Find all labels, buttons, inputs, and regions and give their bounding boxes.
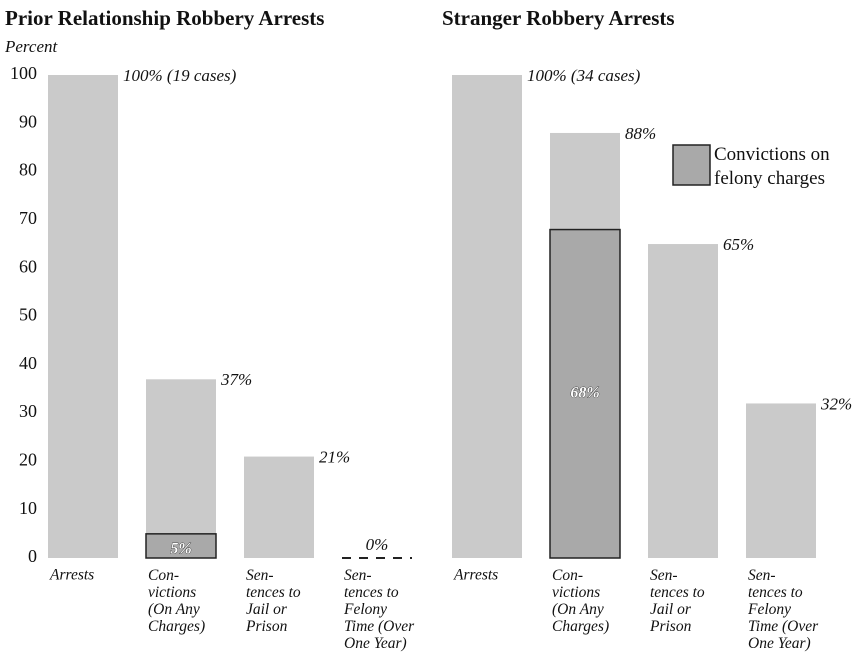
- value-label: 68%: [570, 384, 599, 401]
- value-label: 5%: [170, 541, 191, 558]
- y-tick-label: 80: [19, 160, 37, 180]
- value-label: 21%: [319, 447, 350, 466]
- y-tick-label: 30: [19, 401, 37, 421]
- value-label: 37%: [220, 370, 252, 389]
- y-tick-label: 70: [19, 208, 37, 228]
- bar: [244, 456, 314, 558]
- value-label: 32%: [820, 394, 852, 413]
- y-axis-label: Percent: [4, 37, 59, 56]
- x-tick-label: Arrests: [453, 567, 498, 584]
- x-tick-label: Sen-tences to Jail or Prison: [245, 567, 301, 635]
- y-tick-label: 20: [19, 450, 37, 470]
- legend-swatch: [672, 144, 711, 186]
- y-tick-label: 0: [28, 546, 37, 566]
- y-tick-label: 10: [19, 498, 37, 518]
- bar: [146, 379, 216, 558]
- y-tick-label: 60: [19, 256, 37, 276]
- bar: [145, 533, 217, 559]
- x-tick-label: Sen-tences to Felony Time (Over One Year): [747, 567, 819, 652]
- bar: [746, 403, 816, 558]
- legend-label: Convictions on felony charges: [714, 144, 830, 189]
- y-tick-label: 90: [19, 111, 37, 131]
- value-label: 100% (34 cases): [527, 66, 641, 85]
- y-tick-label: 50: [19, 305, 37, 325]
- bar: [48, 75, 118, 558]
- chart-title: Prior Relationship Robbery Arrests: [5, 6, 324, 30]
- x-tick-label: Arrests: [49, 567, 94, 584]
- chart-title: Stranger Robbery Arrests: [442, 6, 675, 30]
- bar: [648, 244, 718, 559]
- value-label: 65%: [723, 235, 754, 254]
- x-tick-label: Sen-tences to Jail or Prison: [649, 567, 705, 635]
- value-label: 88%: [625, 124, 656, 143]
- y-tick-label: 100: [10, 63, 37, 83]
- bar: [549, 228, 621, 559]
- value-label: 0%: [366, 535, 389, 554]
- x-tick-label: Sen-tences to Felony Time (Over One Year): [343, 567, 415, 652]
- y-tick-label: 40: [19, 353, 37, 373]
- bar: [452, 75, 522, 558]
- x-tick-label: Con-victions (On Any Charges): [552, 567, 609, 635]
- value-label: 100% (19 cases): [123, 66, 237, 85]
- x-tick-label: Con-victions (On Any Charges): [148, 567, 205, 635]
